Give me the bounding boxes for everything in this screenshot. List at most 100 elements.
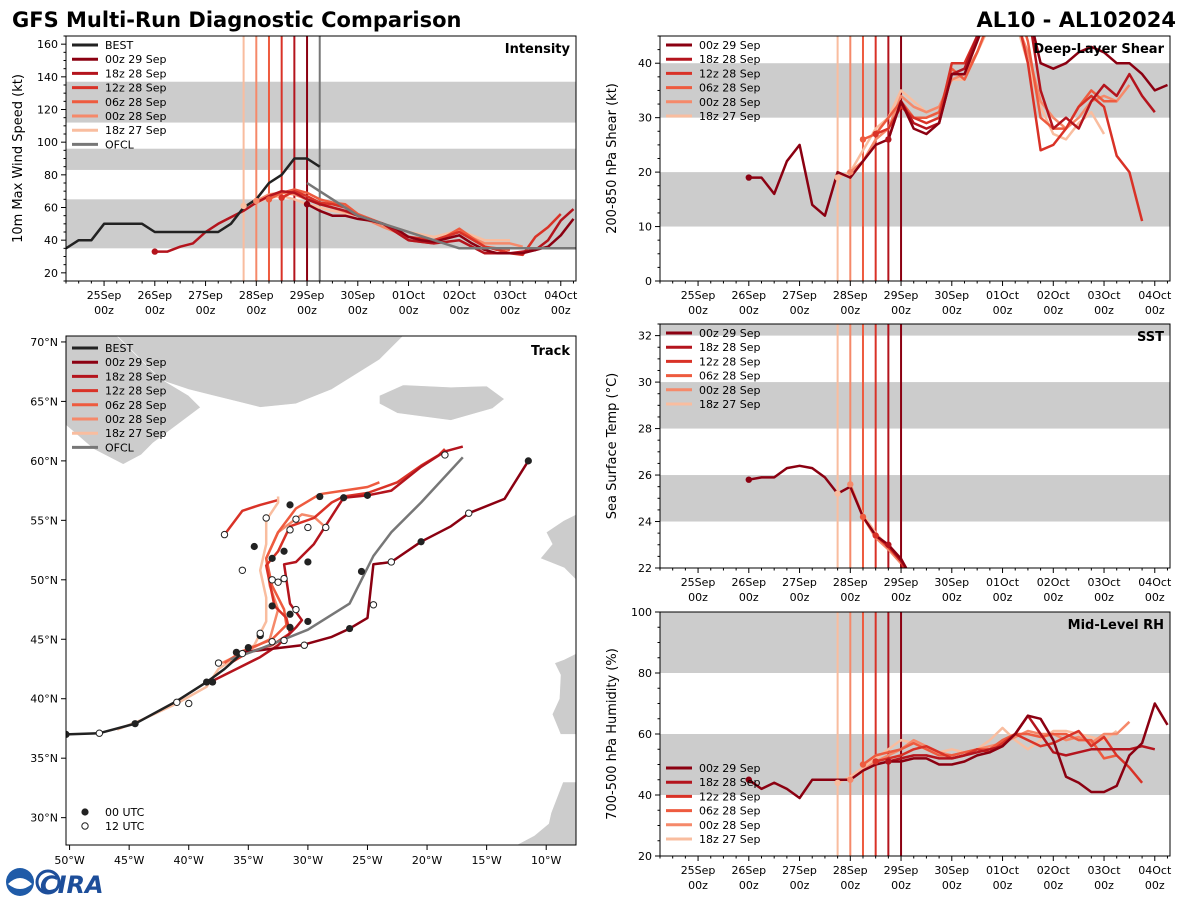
- y-tick-label: 100: [631, 606, 652, 619]
- figure-title: GFS Multi-Run Diagnostic Comparison: [12, 8, 461, 32]
- plot-area: [66, 36, 576, 281]
- marker-12utc: [292, 605, 300, 614]
- marker-00utc: [524, 457, 532, 465]
- cira-logo-text: CIRA: [40, 871, 104, 899]
- threshold-band: [66, 148, 576, 170]
- marker-12utc: [268, 637, 276, 646]
- x-tick-label: 00z: [688, 879, 708, 892]
- init-marker-00z-29-sep: [745, 174, 753, 181]
- y-tick-label: 65°N: [30, 395, 58, 408]
- legend-label-18z-27-sep: 18z 27 Sep: [699, 398, 761, 411]
- iberia-landmass: [551, 653, 576, 735]
- y-tick-label: 10: [638, 221, 652, 234]
- x-tick-label: 25Sep: [681, 864, 716, 877]
- init-marker-12z-28-sep: [872, 130, 879, 138]
- legend-label-12z-28-sep: 12z 28 Sep: [699, 67, 761, 80]
- panel-title: Track: [531, 344, 570, 359]
- x-tick-label: 00z: [790, 304, 810, 317]
- x-tick-label: 00z: [840, 591, 860, 604]
- legend-label-00utc: 00 UTC: [105, 806, 145, 819]
- shear-panel: 0 10 20 30 40 25Sep 00z 26Sep 00z 27Sep 00z 28Sep 00…: [605, 35, 1172, 317]
- marker-00utc: [286, 501, 294, 509]
- x-tick-label: 00z: [993, 879, 1013, 892]
- track-line-best: [66, 651, 244, 736]
- x-tick-label: 27Sep: [782, 576, 817, 589]
- x-tick-label: 00z: [739, 591, 759, 604]
- track-line-18z-28-sep: [212, 445, 464, 683]
- y-tick-label: 26: [638, 469, 652, 482]
- plot-area: [660, 36, 1170, 281]
- x-tick-label: 00z: [688, 591, 708, 604]
- x-tick-label: 29Sep: [884, 864, 919, 877]
- axes-frame: [659, 323, 1171, 569]
- legend-label-06z-28-sep: 06z 28 Sep: [105, 96, 167, 109]
- x-tick-label: 00z: [942, 879, 962, 892]
- x-tick-label: 01Oct: [392, 289, 426, 302]
- marker-00utc: [268, 602, 276, 610]
- marker-12utc: [220, 530, 229, 539]
- x-tick-label: 25Sep: [681, 289, 716, 302]
- legend-label-12utc: 12 UTC: [105, 820, 145, 833]
- x-tick-label: 00z: [993, 591, 1013, 604]
- x-tick-label: 00z: [891, 879, 911, 892]
- x-tick-label: 30Sep: [934, 576, 969, 589]
- marker-00utc: [268, 554, 276, 562]
- y-tick-label: 28: [638, 423, 652, 436]
- threshold-band: [660, 475, 1170, 522]
- x-tick-label: 00z: [246, 304, 266, 317]
- x-tick-label: 00z: [1043, 591, 1063, 604]
- europe-landmass: [539, 514, 576, 581]
- y-tick-label: 40: [638, 789, 652, 802]
- y-tick-label: 20: [44, 267, 58, 280]
- x-tick-label: 26Sep: [731, 576, 766, 589]
- marker-00utc: [203, 678, 211, 686]
- marker-12utc: [256, 629, 264, 638]
- y-tick-label: 60°N: [30, 455, 58, 468]
- panel-title: Deep-Layer Shear: [1033, 42, 1164, 57]
- init-marker-00z-28-sep: [847, 168, 854, 176]
- series-line-18z-28-sep: [887, 36, 1156, 140]
- marker-00utc: [280, 547, 288, 555]
- init-marker-06z-28-sep: [265, 196, 273, 203]
- init-marker-06z-28-sep: [859, 761, 867, 768]
- marker-00utc: [66, 730, 70, 738]
- x-tick-label: 03Oct: [1088, 289, 1122, 302]
- init-marker-00z-29-sep: [745, 776, 753, 783]
- x-tick-label: 01Oct: [986, 576, 1020, 589]
- marker-12utc: [322, 523, 330, 532]
- marker-12utc: [286, 526, 294, 534]
- init-marker-00z-29-sep: [745, 476, 753, 483]
- init-marker-00z-28-sep: [847, 776, 854, 783]
- legend-label-06z-28-sep: 06z 28 Sep: [699, 82, 761, 95]
- legend-label-18z-28-sep: 18z 28 Sep: [699, 53, 761, 66]
- x-tick-label: 03Oct: [1088, 576, 1122, 589]
- legend-label-18z-27-sep: 18z 27 Sep: [105, 427, 167, 440]
- legend-label-12z-28-sep: 12z 28 Sep: [105, 82, 167, 95]
- marker-00utc: [208, 678, 217, 686]
- legend-label-00z-28-sep: 00z 28 Sep: [699, 96, 761, 109]
- legend-label-00z-28-sep: 00z 28 Sep: [699, 819, 761, 832]
- legend-label-ofcl: OFCL: [105, 441, 135, 454]
- threshold-band: [66, 81, 576, 123]
- x-tick-label: 35°W: [233, 854, 263, 867]
- y-tick-label: 30: [638, 112, 652, 125]
- init-marker-00z-28-sep: [253, 197, 260, 205]
- x-tick-label: 00z: [790, 591, 810, 604]
- marker-12utc: [441, 451, 449, 459]
- plot-area: [660, 324, 1170, 568]
- x-tick-label: 25Sep: [681, 576, 716, 589]
- x-tick-label: 03Oct: [494, 289, 528, 302]
- x-tick-label: 00z: [942, 304, 962, 317]
- x-tick-label: 04Oct: [544, 289, 578, 302]
- x-tick-label: 30Sep: [934, 289, 969, 302]
- y-tick-label: 50°N: [30, 574, 58, 587]
- series-line-00z-29-sep: [748, 702, 1169, 800]
- y-tick-label: 24: [638, 516, 652, 529]
- x-tick-label: 00z: [348, 304, 368, 317]
- init-marker-06z-28-sep: [859, 513, 867, 521]
- init-marker-12z-28-sep: [872, 758, 879, 765]
- threshold-band: [660, 382, 1170, 429]
- track-line-18z-27-sep: [116, 496, 280, 731]
- y-tick-label: 120: [37, 104, 58, 117]
- x-tick-label: 01Oct: [986, 289, 1020, 302]
